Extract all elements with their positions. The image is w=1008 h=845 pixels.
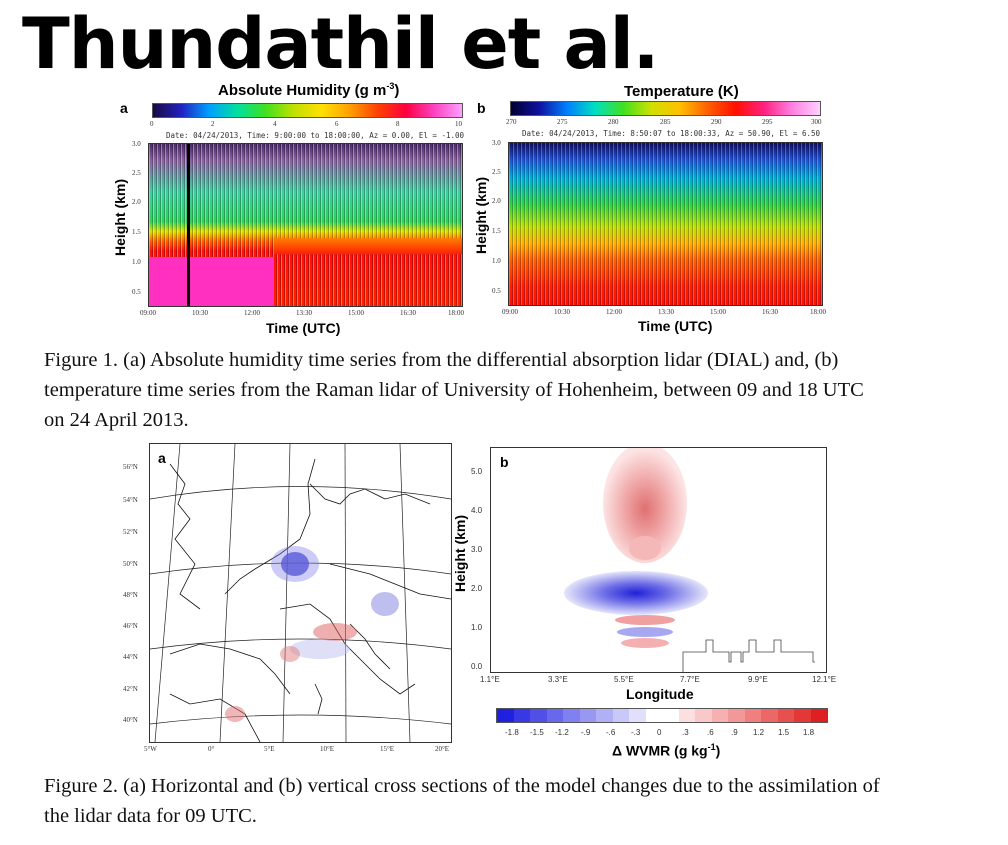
humidity-x-label: Time (UTC) xyxy=(266,320,341,336)
temperature-y-ticks: 3.0 2.5 2.0 1.5 1.0 0.5 xyxy=(492,139,501,295)
figure1-caption: Figure 1. (a) Absolute humidity time ser… xyxy=(44,349,864,431)
panel-letter-2a: a xyxy=(158,450,166,466)
panel-letter-b: b xyxy=(477,100,486,116)
temperature-colorbar-title: Temperature (K) xyxy=(624,83,739,100)
page-title: Thundathil et al. xyxy=(22,3,659,85)
vertical-cross-section-plot: b xyxy=(490,447,827,673)
vertical-section-x-ticks: 1.1°E 3.3°E 5.5°E 7.7°E 9.9°E 12.1°E xyxy=(480,675,837,684)
figure2-caption: Figure 2. (a) Horizontal and (b) vertica… xyxy=(44,775,880,827)
humidity-y-label: Height (km) xyxy=(112,179,128,256)
temperature-heatmap xyxy=(508,142,823,306)
humidity-colorbar-title: Absolute Humidity (g m-3) xyxy=(218,81,400,99)
horizontal-cross-section-map: a xyxy=(149,443,452,743)
map-lon-ticks: 5°W 0° 5°E 10°E 15°E 20°E xyxy=(144,745,450,753)
humidity-x-ticks: 09:00 10:30 12:00 13:30 15:00 16:30 18:0… xyxy=(140,309,464,317)
temperature-x-ticks: 09:00 10:30 12:00 13:30 15:00 16:30 18:0… xyxy=(502,308,826,316)
vertical-section-x-label: Longitude xyxy=(626,686,694,702)
temperature-x-label: Time (UTC) xyxy=(638,318,713,334)
humidity-colorbar xyxy=(152,103,463,118)
temperature-y-label: Height (km) xyxy=(473,177,489,254)
panel-letter-a: a xyxy=(120,100,128,116)
temperature-colorbar-ticks: 270 275 280 285 290 295 300 xyxy=(506,118,822,126)
map-lat-ticks: 56°N 54°N 52°N 50°N 48°N 46°N 44°N 42°N … xyxy=(123,463,138,724)
humidity-heatmap xyxy=(148,143,463,307)
panel-letter-2b: b xyxy=(500,454,509,470)
wvmr-colorbar-label: Δ WVMR (g kg-1) xyxy=(612,742,721,759)
humidity-meta: Date: 04/24/2013, Time: 9:00:00 to 18:00… xyxy=(166,131,465,140)
wvmr-colorbar xyxy=(496,708,828,723)
temperature-colorbar xyxy=(510,101,821,116)
wvmr-colorbar-ticks: -1.8 -1.5 -1.2 -.9 -.6 -.3 0 .3 .6 .9 1.… xyxy=(505,728,815,737)
humidity-y-ticks: 3.0 2.5 2.0 1.5 1.0 0.5 xyxy=(132,140,141,296)
temperature-meta: Date: 04/24/2013, Time: 8:50:07 to 18:00… xyxy=(522,129,821,138)
vertical-section-y-ticks: 5.0 4.0 3.0 2.0 1.0 0.0 xyxy=(471,467,483,671)
vertical-section-y-label: Height (km) xyxy=(452,515,468,592)
humidity-colorbar-ticks: 0 2 4 6 8 10 xyxy=(150,120,462,128)
